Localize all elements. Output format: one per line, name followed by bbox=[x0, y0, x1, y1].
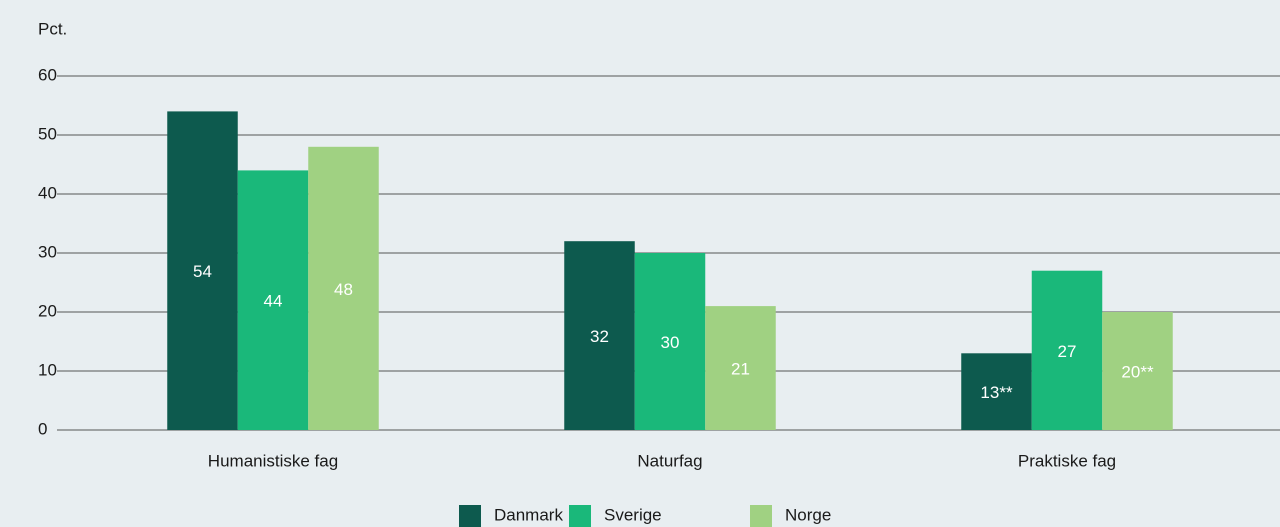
legend-label: Norge bbox=[785, 505, 831, 524]
legend-label: Sverige bbox=[604, 505, 662, 524]
y-axis-label: Pct. bbox=[38, 19, 67, 38]
value-label: 20** bbox=[1121, 362, 1154, 381]
value-label: 13** bbox=[980, 383, 1013, 402]
legend-swatch bbox=[750, 505, 772, 527]
bar bbox=[705, 306, 776, 430]
bar bbox=[167, 111, 238, 431]
bar bbox=[237, 170, 309, 430]
bar bbox=[961, 353, 1032, 430]
value-label: 30 bbox=[661, 333, 680, 352]
y-tick-label: 50 bbox=[38, 124, 57, 143]
legend-swatch bbox=[569, 505, 591, 527]
y-tick-label: 40 bbox=[38, 183, 57, 202]
value-label: 27 bbox=[1058, 342, 1077, 361]
y-tick-label: 30 bbox=[38, 242, 57, 261]
value-label: 48 bbox=[334, 280, 353, 299]
value-label: 54 bbox=[193, 262, 212, 281]
bar bbox=[634, 253, 706, 430]
bar bbox=[308, 146, 379, 431]
x-tick-label: Praktiske fag bbox=[1018, 451, 1116, 470]
bar bbox=[1102, 312, 1173, 430]
value-label: 44 bbox=[264, 292, 283, 311]
value-label: 21 bbox=[731, 360, 750, 379]
bar bbox=[1031, 270, 1103, 430]
y-tick-label: 20 bbox=[38, 301, 57, 320]
bar bbox=[564, 241, 635, 430]
legend-label: Danmark bbox=[494, 505, 563, 524]
x-tick-label: Naturfag bbox=[637, 451, 702, 470]
value-label: 32 bbox=[590, 327, 609, 346]
x-tick-label: Humanistiske fag bbox=[208, 451, 338, 470]
y-tick-label: 0 bbox=[38, 419, 47, 438]
y-tick-label: 60 bbox=[38, 65, 57, 84]
legend-swatch bbox=[459, 505, 481, 527]
y-tick-label: 10 bbox=[38, 360, 57, 379]
